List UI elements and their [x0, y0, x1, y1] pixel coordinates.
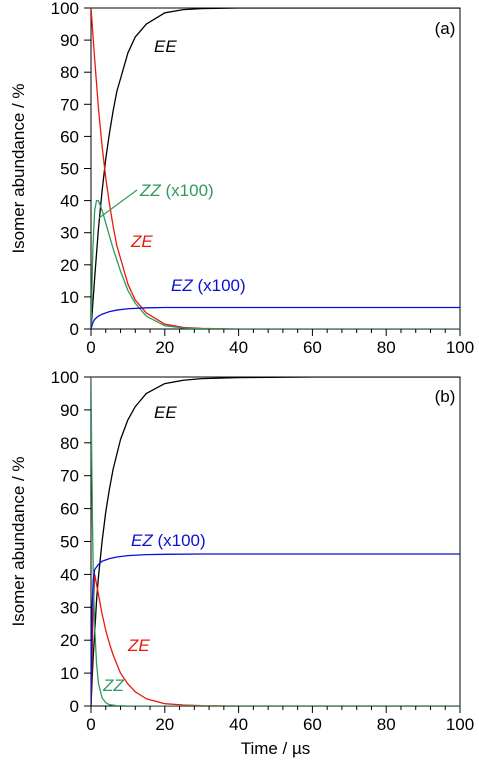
panel-a: 0 20 40 60 80 100 0 10 20 30 40 50 60 70 80 90 100 Isomer… — [9, 0, 474, 357]
y-tick-label: 80 — [60, 434, 79, 453]
series-label-ez: EZ (x100) — [131, 531, 206, 550]
y-axis-label: Isomer abundance / % — [9, 456, 28, 626]
y-tick-label: 100 — [51, 368, 79, 387]
y-tick-label: 10 — [60, 288, 79, 307]
y-axis-label: Isomer abundance / % — [9, 83, 28, 253]
y-tick-label: 20 — [60, 631, 79, 650]
y-tick-label: 40 — [60, 192, 79, 211]
y-tick-label: 90 — [60, 401, 79, 420]
series-label-zz: ZZ (x100) — [139, 181, 214, 200]
x-tick-label: 20 — [155, 715, 174, 734]
series-label-ez: EZ (x100) — [171, 276, 246, 295]
x-tick-label: 80 — [377, 338, 396, 357]
y-tick-label: 40 — [60, 565, 79, 584]
x-tick-label: 0 — [86, 338, 95, 357]
series-line-ze — [91, 573, 460, 706]
plot-frame — [90, 7, 461, 330]
series-line-zz — [91, 377, 460, 706]
y-tick-label: 80 — [60, 63, 79, 82]
y-tick-label: 70 — [60, 95, 79, 114]
panel-label: (a) — [435, 19, 456, 38]
x-axis-label: Time / µs — [241, 739, 311, 758]
zz-leader-line — [98, 189, 138, 219]
series-line-ez — [91, 306, 460, 329]
y-tick-label: 10 — [60, 664, 79, 683]
series-line-zz — [91, 199, 460, 329]
y-tick-label: 20 — [60, 256, 79, 275]
series-label-zz: ZZ — [102, 676, 124, 695]
x-tick-label: 60 — [303, 715, 322, 734]
x-tick-label: 100 — [446, 338, 474, 357]
y-tick-label: 50 — [60, 160, 79, 179]
series-line-ee — [91, 377, 460, 706]
series-label-ee: EE — [154, 37, 177, 56]
x-tick-label: 40 — [229, 715, 248, 734]
series-line-ee — [91, 8, 460, 329]
series-line-ez — [91, 553, 460, 706]
x-tick-label: 20 — [155, 338, 174, 357]
x-tick-label: 40 — [229, 338, 248, 357]
panel-b: 0 20 40 60 80 100 0 10 20 30 40 50 60 70 80 90 100 Isomer… — [9, 368, 474, 758]
series-line-ze — [91, 8, 460, 329]
panel-label: (b) — [435, 387, 456, 406]
y-tick-label: 60 — [60, 500, 79, 519]
x-tick-label: 0 — [86, 715, 95, 734]
y-tick-label: 0 — [70, 320, 79, 339]
series-label-ee: EE — [154, 403, 177, 422]
y-tick-label: 70 — [60, 467, 79, 486]
y-tick-label: 90 — [60, 31, 79, 50]
series-label-ze: ZE — [127, 636, 150, 655]
y-tick-label: 100 — [51, 0, 79, 18]
x-tick-label: 80 — [377, 715, 396, 734]
y-tick-label: 30 — [60, 598, 79, 617]
y-tick-label: 60 — [60, 127, 79, 146]
y-tick-label: 0 — [70, 697, 79, 716]
y-tick-label: 50 — [60, 533, 79, 552]
series-label-ze: ZE — [130, 232, 153, 251]
y-tick-label: 30 — [60, 224, 79, 243]
x-tick-label: 100 — [446, 715, 474, 734]
x-tick-label: 60 — [303, 338, 322, 357]
